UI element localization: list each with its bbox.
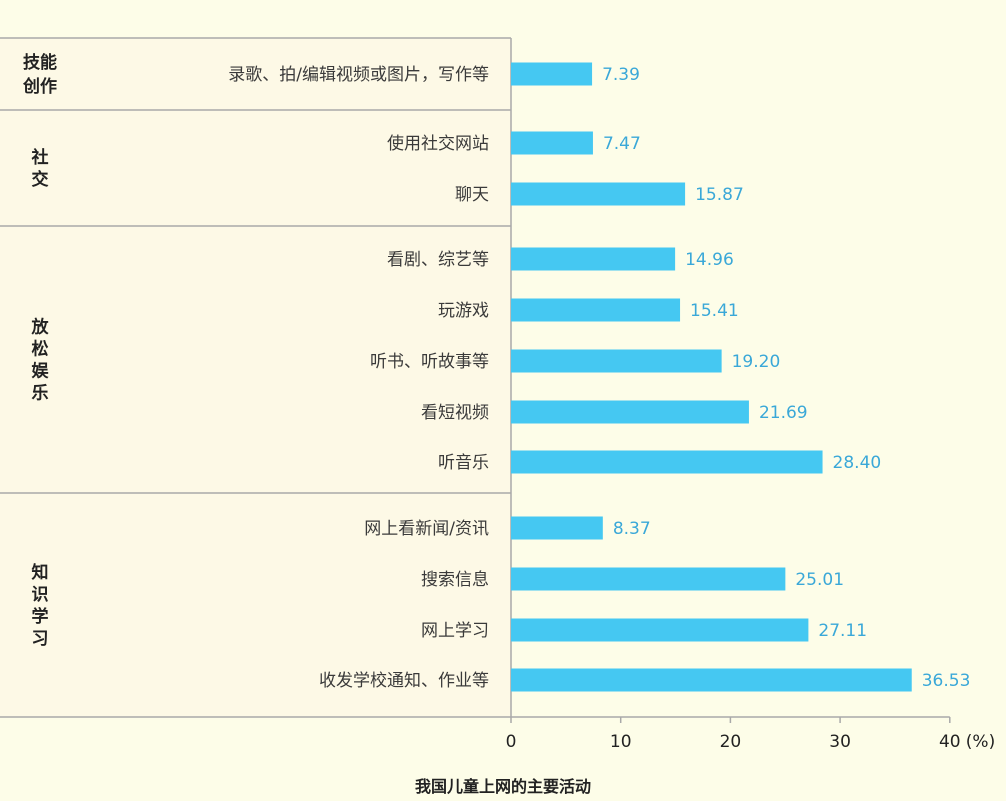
category-label: 听音乐 [438,453,489,473]
value-label: 25.01 [795,570,844,590]
value-label: 36.53 [922,671,971,691]
group-label: 交 [32,169,49,190]
value-label: 19.20 [732,352,781,372]
group-label: 学 [32,606,49,627]
group-label: 松 [32,339,49,360]
value-label: 14.96 [685,250,734,270]
group-label: 乐 [32,384,49,404]
category-label: 网上看新闻/资讯 [364,519,489,539]
group-label: 创作 [22,76,57,97]
value-label: 27.11 [818,621,867,641]
value-label: 21.69 [759,403,808,423]
group-label: 识 [32,585,49,605]
group-label: 习 [32,629,49,649]
category-label: 听书、听故事等 [370,352,489,372]
category-label: 网上学习 [421,621,489,641]
x-tick-label: 30 [829,732,851,752]
x-tick-label: 40 [939,732,961,752]
group-label: 娱 [32,361,50,382]
x-tick-label: 20 [720,732,742,752]
bar [511,298,681,322]
category-label: 聊天 [455,185,489,205]
category-label: 搜索信息 [421,570,489,590]
chart-caption: 我国儿童上网的主要活动 [414,777,591,796]
bar [511,182,686,206]
bar [511,618,809,642]
value-label: 8.37 [613,519,651,539]
value-label: 28.40 [833,453,882,473]
value-label: 7.39 [602,65,640,85]
bar [511,349,722,373]
value-label: 15.87 [695,185,744,205]
group-label: 技能 [23,52,57,73]
bar [511,247,676,271]
x-axis-unit: (%) [966,732,995,752]
bar [511,450,823,474]
value-label: 15.41 [690,301,739,321]
value-label: 7.47 [603,134,641,154]
category-label: 玩游戏 [438,301,489,321]
category-panel [0,38,511,717]
x-tick-label: 10 [610,732,632,752]
bar [511,567,786,591]
bar [511,516,603,540]
category-label: 收发学校通知、作业等 [319,671,489,691]
group-label: 社 [31,147,49,168]
bar [511,668,912,692]
bar [511,62,593,86]
bar [511,400,749,424]
category-label: 看剧、综艺等 [387,250,489,270]
group-label: 知 [31,562,49,583]
category-label: 使用社交网站 [387,133,489,154]
category-label: 看短视频 [421,403,489,423]
x-tick-label: 0 [506,732,517,752]
group-label: 放 [31,317,50,338]
bar [511,131,593,155]
category-label: 录歌、拍/编辑视频或图片，写作等 [228,65,489,85]
